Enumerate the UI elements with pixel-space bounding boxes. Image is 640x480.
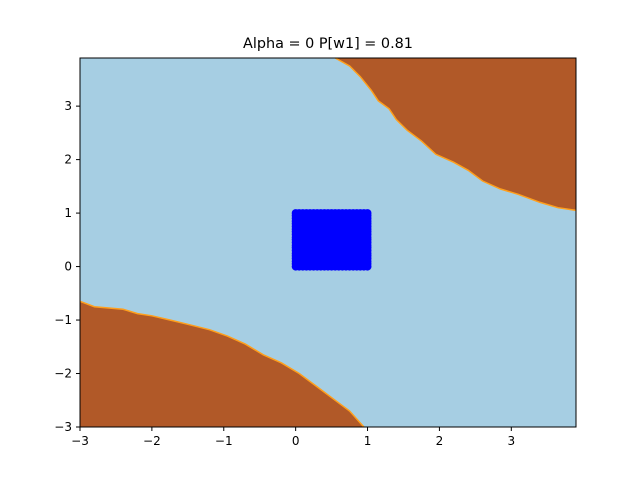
decision-boundary-2	[79, 300, 365, 428]
x-tick-label: −3	[71, 434, 89, 448]
region-class-1	[335, 58, 576, 211]
y-tick-label: −2	[54, 367, 72, 381]
plot-area	[79, 57, 577, 428]
axes-frame	[79, 57, 577, 428]
x-tick-label: 3	[507, 434, 515, 448]
y-tick-label: −3	[54, 420, 72, 434]
x-tick-label: 2	[436, 434, 444, 448]
data-points	[291, 209, 372, 271]
x-tick-label: 1	[364, 434, 372, 448]
x-tick-label: −2	[143, 434, 161, 448]
x-tick-label: −1	[215, 434, 233, 448]
axes: −3 −2 −1 0 1 2 3 −3 −2 −1 0 1 2 3	[54, 57, 577, 448]
y-tick-label: 1	[64, 206, 72, 220]
x-tick-label: 0	[292, 434, 300, 448]
y-tick-label: 3	[64, 99, 72, 113]
chart-title: Alpha = 0 P[w1] = 0.81	[243, 36, 413, 52]
decision-boundary-1	[334, 57, 577, 212]
data-point	[363, 209, 372, 218]
y-tick-label: −1	[54, 313, 72, 327]
region-class-2	[80, 301, 364, 427]
y-tick-label: 2	[64, 153, 72, 167]
y-tick-label: 0	[64, 260, 72, 274]
